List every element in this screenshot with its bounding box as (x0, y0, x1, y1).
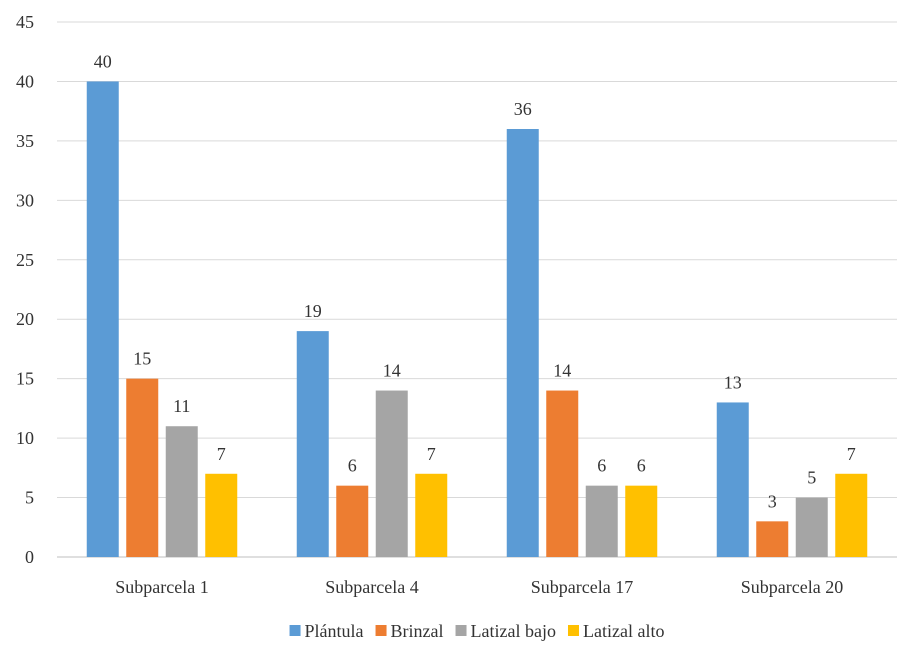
y-axis-ticks: 0 5 10 15 20 25 30 35 40 45 (16, 12, 34, 567)
legend-swatch (289, 625, 301, 636)
data-label: 7 (427, 444, 436, 464)
bar-brinzal (756, 521, 789, 557)
y-tick-label: 35 (16, 131, 34, 151)
legend-swatch (375, 625, 387, 636)
legend-label: Latizal bajo (471, 621, 556, 641)
y-tick-label: 30 (16, 190, 34, 210)
y-tick-label: 5 (25, 488, 34, 508)
data-labels: 40 15 11 7 19 6 14 7 36 14 6 6 13 3 5 7 (94, 51, 856, 511)
bar-latizal-alto (205, 473, 238, 557)
bar-latizal-alto (625, 485, 658, 557)
x-axis-categories: Subparcela 1 Subparcela 4 Subparcela 17 Sub… (115, 577, 843, 597)
y-tick-label: 0 (25, 547, 34, 567)
data-label: 13 (724, 372, 742, 392)
legend-label: Plántula (305, 621, 364, 641)
data-label: 14 (553, 361, 571, 381)
data-label: 14 (383, 361, 401, 381)
bars (86, 81, 868, 557)
data-label: 15 (133, 349, 151, 369)
legend-swatch (567, 625, 579, 636)
data-label: 7 (217, 444, 226, 464)
data-label: 5 (807, 468, 816, 488)
data-label: 36 (514, 99, 532, 119)
data-label: 7 (847, 444, 856, 464)
bar-brinzal (126, 378, 159, 557)
bar-latizal-bajo (375, 390, 408, 557)
x-category-label: Subparcela 17 (531, 577, 633, 597)
legend-label: Brinzal (391, 621, 444, 641)
y-tick-label: 25 (16, 250, 34, 270)
data-label: 6 (597, 456, 606, 476)
legend: Plántula Brinzal Latizal bajo Latizal alto (289, 621, 664, 641)
bar-latizal-alto (835, 473, 868, 557)
bar-plántula (86, 81, 119, 557)
bar-brinzal (546, 390, 579, 557)
data-label: 3 (768, 491, 777, 511)
data-label: 6 (637, 456, 646, 476)
x-category-label: Subparcela 4 (325, 577, 418, 597)
bar-plántula (716, 402, 749, 557)
bar-brinzal (336, 485, 369, 557)
bar-plántula (296, 331, 329, 557)
y-tick-label: 10 (16, 428, 34, 448)
y-tick-label: 20 (16, 309, 34, 329)
data-label: 40 (94, 51, 112, 71)
bar-latizal-bajo (165, 426, 198, 557)
x-category-label: Subparcela 1 (115, 577, 208, 597)
x-category-label: Subparcela 20 (741, 577, 843, 597)
y-tick-label: 40 (16, 71, 34, 91)
bar-latizal-alto (415, 473, 448, 557)
legend-swatch (455, 625, 467, 636)
y-tick-label: 15 (16, 369, 34, 389)
data-label: 6 (348, 456, 357, 476)
bar-latizal-bajo (795, 497, 828, 557)
data-label: 19 (304, 301, 322, 321)
y-tick-label: 45 (16, 12, 34, 32)
bar-plántula (506, 129, 539, 557)
data-label: 11 (173, 396, 190, 416)
legend-label: Latizal alto (583, 621, 664, 641)
bar-latizal-bajo (585, 485, 618, 557)
